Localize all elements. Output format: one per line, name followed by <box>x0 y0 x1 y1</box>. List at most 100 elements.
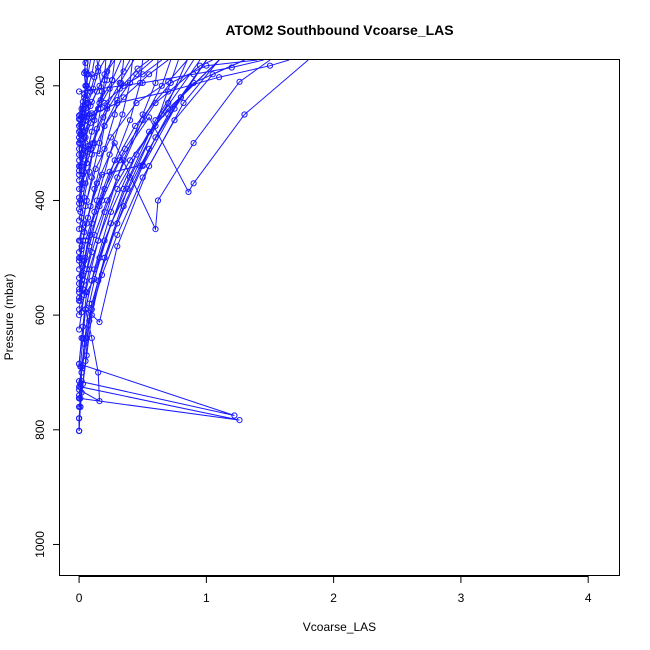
data-point <box>241 111 248 118</box>
data-point <box>152 99 159 107</box>
data-point <box>77 380 84 387</box>
data-point <box>228 64 235 71</box>
data-point <box>78 243 85 250</box>
data-point <box>98 171 106 178</box>
data-point <box>119 111 126 118</box>
x-axis: 0 1 2 3 4 <box>76 576 592 605</box>
data-point <box>76 167 83 174</box>
data-point <box>152 134 159 141</box>
profile-line <box>78 60 245 399</box>
data-point <box>84 145 92 152</box>
data-point <box>91 117 98 124</box>
data-point <box>76 297 83 304</box>
data-point <box>146 145 153 152</box>
data-point <box>106 151 113 158</box>
profile-42 <box>76 60 106 193</box>
data-point <box>79 263 87 270</box>
data-point <box>158 82 165 89</box>
data-point <box>190 140 197 147</box>
data-point <box>76 254 83 261</box>
data-point <box>236 78 243 85</box>
profile-38 <box>76 60 125 261</box>
data-point <box>76 140 83 147</box>
data-point <box>76 122 83 130</box>
profile-line <box>78 60 107 230</box>
data-point <box>77 117 84 124</box>
data-point <box>76 237 83 244</box>
data-point <box>266 62 274 69</box>
data-point <box>180 99 187 107</box>
data-point <box>231 412 238 419</box>
data-point <box>77 403 84 410</box>
data-point <box>78 105 85 112</box>
data-point <box>76 171 83 178</box>
data-point <box>76 266 83 273</box>
data-point <box>114 185 121 193</box>
data-point <box>82 105 89 112</box>
data-point <box>101 254 108 261</box>
data-point <box>76 289 83 296</box>
data-point <box>111 157 118 164</box>
profile-32 <box>76 60 220 390</box>
data-point <box>120 203 127 210</box>
data-point <box>146 71 153 78</box>
data-point <box>96 318 103 326</box>
data-point <box>81 91 88 98</box>
series-layer <box>76 60 309 434</box>
data-point <box>114 220 121 227</box>
data-point <box>82 82 89 89</box>
data-point <box>76 326 83 333</box>
data-point <box>78 200 85 207</box>
profile-line <box>78 60 144 293</box>
data-point <box>95 64 102 71</box>
data-point <box>76 306 83 313</box>
data-point <box>120 157 127 164</box>
data-point <box>139 71 146 78</box>
data-point <box>82 289 89 296</box>
data-point <box>165 88 172 95</box>
data-point <box>76 257 83 264</box>
profile-line <box>78 60 220 387</box>
profile-line <box>78 60 133 284</box>
profile-line <box>78 60 188 253</box>
profile-line <box>78 60 150 210</box>
data-point <box>79 271 87 279</box>
data-point <box>152 117 159 124</box>
data-point <box>146 114 153 121</box>
data-point <box>101 208 108 215</box>
data-point <box>82 68 89 75</box>
data-point <box>133 99 140 107</box>
data-point <box>86 168 93 175</box>
profile-line <box>78 60 235 416</box>
data-point <box>104 77 111 84</box>
data-point <box>92 165 99 172</box>
data-point <box>107 220 115 227</box>
data-point <box>76 312 83 319</box>
data-point <box>120 68 127 75</box>
data-point <box>79 323 87 330</box>
data-point <box>76 274 83 281</box>
data-point <box>78 214 85 221</box>
x-tick-label: 2 <box>330 591 337 605</box>
data-point <box>154 197 162 204</box>
profile-36 <box>76 60 144 296</box>
data-point <box>216 74 223 81</box>
data-point <box>91 140 98 147</box>
data-point <box>76 177 83 184</box>
data-point <box>101 145 108 152</box>
profile-33 <box>76 392 84 434</box>
data-point <box>87 231 94 238</box>
data-point <box>126 117 134 124</box>
y-tick-label: 200 <box>33 75 47 95</box>
y-tick-label: 400 <box>33 190 47 210</box>
data-point <box>120 185 127 193</box>
data-point <box>76 226 83 233</box>
data-point <box>177 94 184 101</box>
data-point <box>165 105 172 112</box>
profile-line <box>78 395 81 431</box>
data-point <box>81 128 88 135</box>
profile-43 <box>76 60 93 184</box>
data-point <box>76 145 83 152</box>
data-point <box>91 275 98 283</box>
x-tick-label: 4 <box>585 591 592 605</box>
